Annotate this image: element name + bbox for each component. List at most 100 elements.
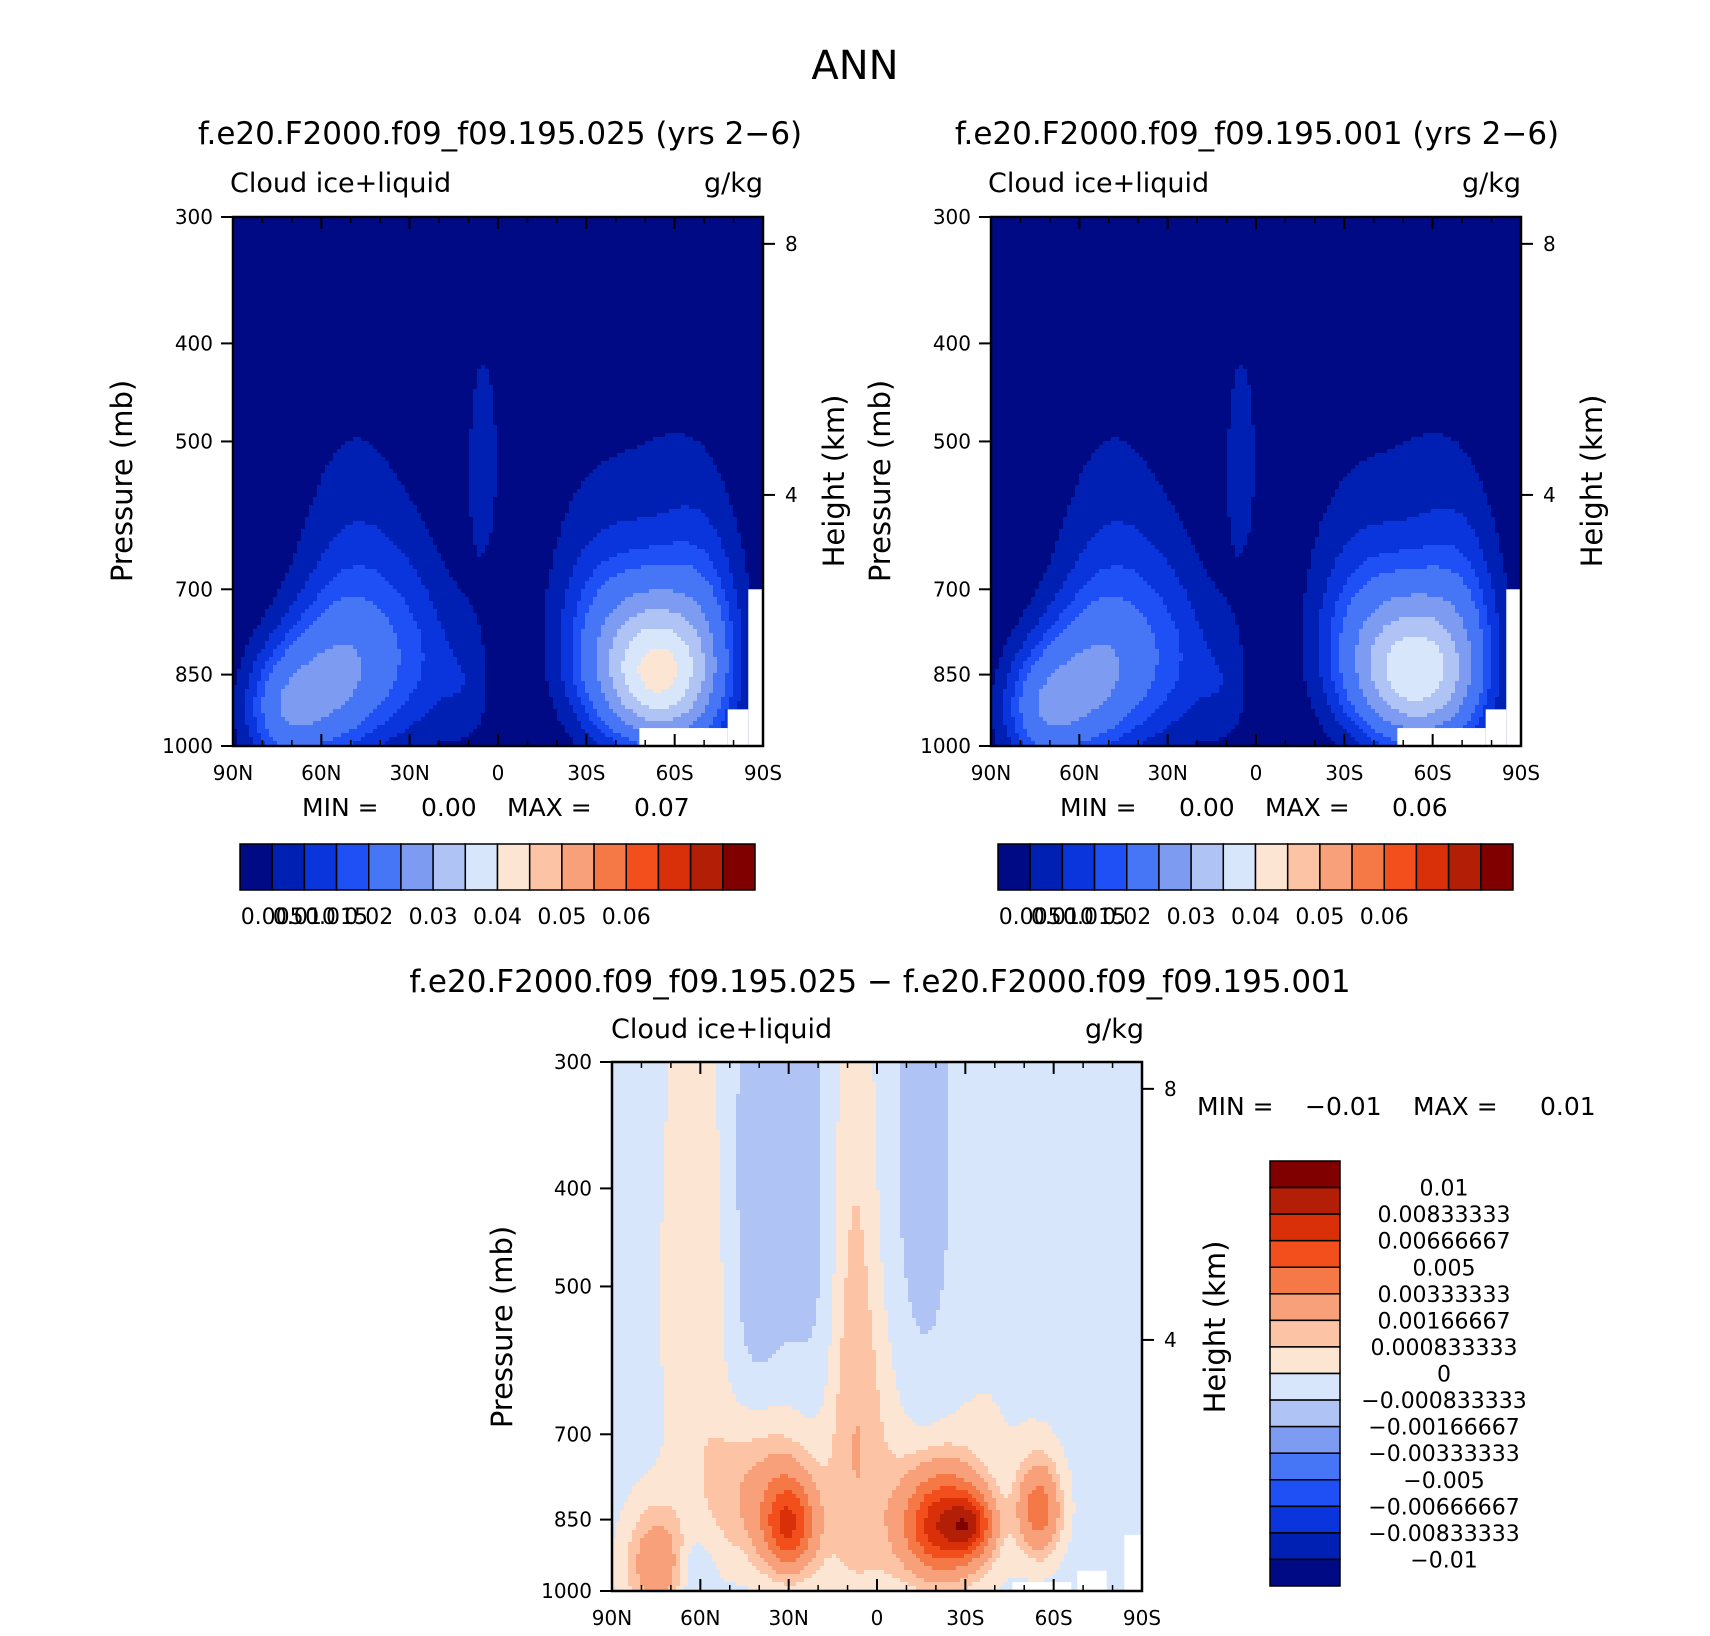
contour-cell — [1047, 565, 1076, 570]
contour-cell — [612, 1254, 661, 1259]
contour-cell — [397, 589, 430, 594]
contour-cell — [636, 1522, 681, 1527]
contour-cell — [736, 1130, 821, 1135]
contour-cell — [385, 533, 430, 538]
contour-cell — [760, 1522, 769, 1527]
contour-cell — [1375, 609, 1456, 614]
contour-cell — [796, 1546, 809, 1551]
contour-cell — [740, 1242, 821, 1247]
contour-cell — [1319, 525, 1368, 530]
contour-cell — [920, 1542, 933, 1547]
contour-cell — [948, 1114, 1143, 1119]
contour-cell — [669, 685, 690, 690]
contour-cell — [421, 513, 470, 518]
contour-cell — [1487, 697, 1496, 702]
contour-cell — [617, 605, 702, 610]
contour-cell — [425, 521, 474, 526]
contour-cell — [924, 1578, 961, 1583]
contour-cell — [721, 541, 742, 546]
contour-cell — [593, 737, 614, 742]
contour-cell — [713, 645, 726, 650]
contour-cell — [848, 1242, 865, 1247]
contour-cell — [740, 1078, 821, 1083]
contour-cell — [233, 321, 764, 326]
contour-cell — [549, 569, 574, 574]
contour-cell — [991, 429, 1228, 434]
contour-cell — [924, 1498, 941, 1503]
contour-cell — [333, 709, 374, 714]
contour-cell — [553, 557, 578, 562]
contour-cell — [721, 609, 730, 614]
contour-cell — [1159, 705, 1192, 710]
contour-cell — [992, 1566, 1061, 1571]
contour-cell — [1403, 725, 1436, 730]
contour-cell — [1399, 693, 1432, 698]
contour-cell — [1060, 1510, 1065, 1515]
contour-cell — [1499, 677, 1512, 682]
contour-cell — [733, 625, 742, 630]
colorbar-box — [561, 843, 595, 891]
contour-cell — [676, 1586, 685, 1591]
contour-cell — [629, 685, 646, 690]
contour-cell — [840, 1378, 877, 1383]
contour-cell — [900, 1230, 949, 1235]
contour-cell — [1255, 489, 1336, 494]
contour-cell — [1243, 545, 1316, 550]
contour-cell — [668, 1066, 717, 1071]
contour-cell — [888, 1498, 909, 1503]
contour-cell — [1443, 673, 1460, 678]
contour-cell — [612, 1538, 633, 1543]
contour-cell — [453, 577, 550, 582]
contour-cell — [289, 565, 318, 570]
contour-cell — [1231, 401, 1252, 406]
contour-cell — [668, 1086, 717, 1091]
contour-cell — [613, 637, 634, 642]
contour-cell — [900, 1174, 949, 1179]
contour-cell — [1239, 713, 1316, 718]
contour-cell — [1371, 661, 1388, 666]
topography-mask — [1485, 709, 1507, 746]
contour-cell — [740, 1306, 817, 1311]
contour-cell — [357, 725, 378, 730]
contour-cell — [944, 1286, 1143, 1291]
colorbar-box — [496, 843, 531, 891]
contour-cell — [365, 717, 390, 722]
contour-cell — [729, 657, 734, 662]
contour-cell — [1119, 673, 1156, 678]
contour-cell — [233, 601, 274, 606]
contour-cell — [788, 1474, 813, 1479]
contour-cell — [685, 641, 702, 646]
contour-cell — [561, 609, 578, 614]
contour-cell — [1135, 605, 1168, 610]
contour-cell — [1007, 729, 1016, 734]
contour-cell — [991, 261, 1522, 266]
contour-cell — [1000, 1530, 1021, 1535]
contour-cell — [1111, 689, 1148, 694]
contour-cell — [840, 1338, 873, 1343]
contour-cell — [693, 721, 714, 726]
contour-cell — [704, 1486, 741, 1491]
contour-cell — [1179, 517, 1232, 522]
contour-cell — [1203, 629, 1240, 634]
contour-cell — [612, 1162, 665, 1167]
contour-cell — [836, 1150, 877, 1155]
x-tick-label: 90S — [744, 761, 782, 785]
contour-cell — [724, 1290, 741, 1295]
contour-cell — [1499, 613, 1512, 618]
contour-cell — [804, 1578, 901, 1583]
contour-cell — [928, 1538, 949, 1543]
contour-cell — [820, 1494, 893, 1499]
contour-cell — [1235, 545, 1244, 550]
contour-cell — [1195, 613, 1236, 618]
contour-cell — [991, 725, 1008, 730]
colorbar-label: −0.00833333 — [1368, 1522, 1519, 1547]
contour-cell — [988, 1518, 993, 1523]
contour-cell — [768, 1522, 781, 1527]
contour-cell — [948, 1210, 1143, 1215]
contour-cell — [1072, 1534, 1143, 1539]
contour-cell — [741, 541, 764, 546]
contour-cell — [1075, 593, 1160, 598]
contour-cell — [612, 1210, 665, 1215]
contour-cell — [585, 477, 722, 482]
contour-cell — [1016, 1510, 1029, 1515]
